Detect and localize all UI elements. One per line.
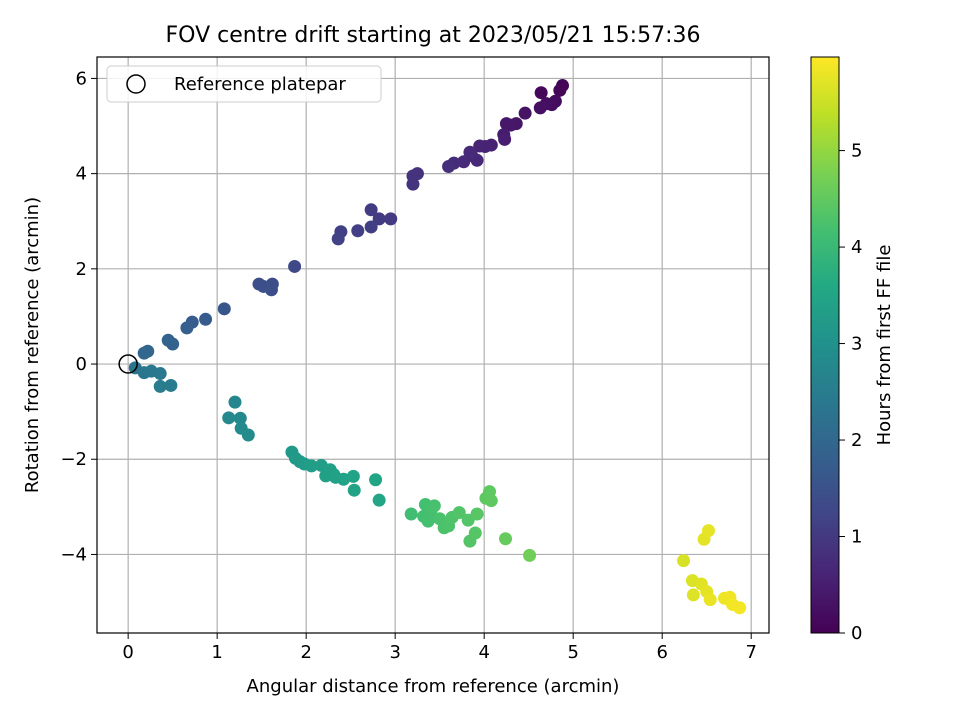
data-point xyxy=(346,469,360,483)
x-axis-label: Angular distance from reference (arcmin) xyxy=(247,676,620,697)
y-tick-label: 4 xyxy=(76,164,87,185)
colorbar-tick-label: 2 xyxy=(851,430,862,451)
data-point xyxy=(457,155,471,169)
x-tick-label: 4 xyxy=(478,642,489,663)
data-point xyxy=(337,472,351,486)
data-point xyxy=(233,411,247,425)
data-point xyxy=(701,524,715,538)
x-tick-label: 0 xyxy=(122,642,133,663)
data-point xyxy=(347,483,361,497)
grid xyxy=(97,57,769,633)
data-point xyxy=(161,333,175,347)
data-point xyxy=(442,159,456,173)
reference-point xyxy=(118,354,138,374)
x-tick-label: 6 xyxy=(656,642,667,663)
y-tick-label: 6 xyxy=(76,68,87,89)
x-axis-ticks: 0 1 2 3 4 5 6 7 xyxy=(122,633,757,663)
legend-marker xyxy=(126,74,146,94)
data-point xyxy=(372,212,386,226)
data-point xyxy=(463,145,477,159)
data-point xyxy=(686,588,700,602)
legend-label: Reference platepar xyxy=(174,74,346,95)
colorbar-tick-label: 4 xyxy=(851,237,862,258)
data-point xyxy=(180,321,194,335)
y-tick-label: −2 xyxy=(60,449,87,470)
data-point xyxy=(222,411,236,425)
data-point xyxy=(499,532,513,546)
data-point xyxy=(351,224,365,238)
data-point xyxy=(533,101,547,115)
legend-box xyxy=(106,65,382,103)
y-axis-label: Rotation from reference (arcmin) xyxy=(22,197,43,493)
data-point xyxy=(153,379,167,393)
legend: Reference platepar xyxy=(106,65,382,103)
data-point xyxy=(484,494,498,508)
data-point xyxy=(384,212,398,226)
plot-frame xyxy=(96,56,770,634)
data-point xyxy=(331,232,345,246)
x-tick-label: 1 xyxy=(211,642,222,663)
data-point xyxy=(305,459,319,473)
data-point xyxy=(468,526,482,540)
data-point xyxy=(733,601,747,615)
data-point xyxy=(364,203,378,217)
chart-title: FOV centre drift starting at 2023/05/21 … xyxy=(166,23,701,48)
colorbar xyxy=(810,56,840,634)
data-point xyxy=(553,83,567,97)
colorbar-label: Hours from first FF file xyxy=(874,245,895,446)
data-point xyxy=(164,378,178,392)
colorbar-tick-label: 5 xyxy=(851,141,862,162)
data-point xyxy=(703,593,717,607)
data-point xyxy=(499,117,513,131)
data-point xyxy=(404,507,418,521)
data-point xyxy=(518,106,532,120)
data-point xyxy=(228,395,242,409)
data-point xyxy=(473,139,487,153)
data-point xyxy=(470,507,484,521)
data-point xyxy=(252,277,266,291)
data-point xyxy=(199,312,213,326)
data-point xyxy=(217,302,231,316)
data-point xyxy=(372,493,386,507)
data-point xyxy=(369,473,383,487)
colorbar-tick-label: 1 xyxy=(851,527,862,548)
x-tick-label: 2 xyxy=(300,642,311,663)
data-point xyxy=(523,548,537,562)
x-tick-label: 5 xyxy=(567,642,578,663)
colorbar-tick-label: 0 xyxy=(851,623,862,644)
data-points xyxy=(128,79,747,615)
y-tick-label: 0 xyxy=(76,354,87,375)
y-tick-label: 2 xyxy=(76,259,87,280)
y-tick-label: −4 xyxy=(60,544,87,565)
data-point xyxy=(153,367,167,381)
colorbar-ticks: 0 1 2 3 4 5 xyxy=(839,141,862,644)
data-point xyxy=(364,220,378,234)
x-tick-label: 7 xyxy=(745,642,756,663)
data-point xyxy=(288,259,302,273)
y-axis-ticks: −4 −2 0 2 4 6 xyxy=(60,68,97,565)
data-point xyxy=(534,86,548,100)
data-point xyxy=(406,177,420,191)
data-point xyxy=(498,132,512,146)
data-point xyxy=(452,506,466,520)
x-tick-label: 3 xyxy=(389,642,400,663)
data-point xyxy=(241,428,255,442)
colorbar-tick-label: 3 xyxy=(851,334,862,355)
data-point xyxy=(137,346,151,360)
data-point xyxy=(427,499,441,513)
data-point xyxy=(677,554,691,568)
